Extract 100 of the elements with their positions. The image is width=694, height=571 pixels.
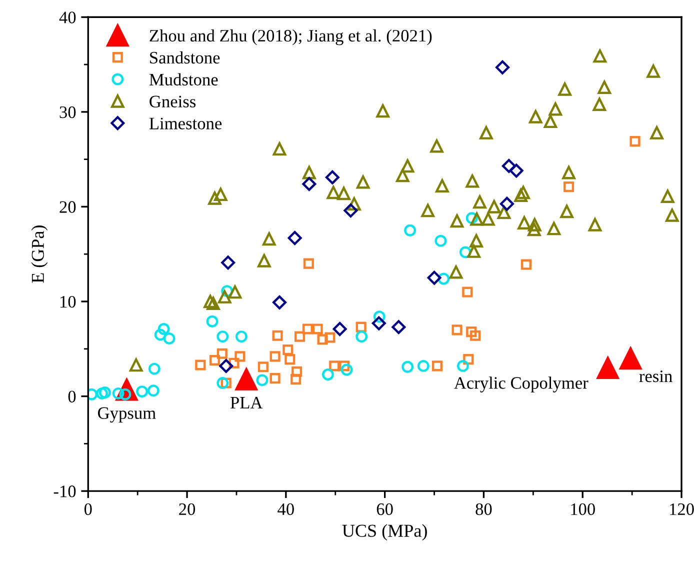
point [466, 174, 480, 188]
point [204, 294, 217, 308]
point [404, 224, 416, 236]
point [650, 126, 664, 140]
point [270, 372, 280, 384]
point [598, 80, 612, 94]
point [221, 256, 236, 270]
point [514, 188, 528, 202]
point [208, 192, 222, 205]
point [436, 179, 449, 193]
point [356, 322, 366, 332]
point [195, 360, 206, 370]
point [339, 360, 350, 372]
point [216, 330, 229, 343]
x-tick-label: 100 [571, 503, 595, 516]
point [340, 364, 353, 376]
point [272, 142, 286, 156]
point [482, 212, 495, 226]
point [646, 64, 660, 78]
point [630, 136, 640, 147]
point [417, 360, 430, 372]
point [292, 366, 302, 377]
x-tick-label: 0 [84, 503, 92, 516]
annotation: Gypsum [98, 407, 156, 423]
legend-label: Sandstone [150, 51, 220, 64]
point [449, 265, 463, 279]
point [337, 186, 350, 200]
annotation: Acrylic Copolymer [454, 376, 588, 392]
point [434, 234, 447, 247]
point [665, 208, 679, 222]
point [228, 358, 240, 368]
point [438, 272, 450, 285]
point [459, 246, 472, 258]
point [560, 204, 574, 218]
point [376, 104, 390, 118]
point [480, 126, 493, 140]
point [290, 374, 302, 384]
point [502, 158, 516, 173]
point [158, 323, 170, 335]
point [462, 286, 473, 298]
point [326, 186, 340, 200]
point [473, 195, 486, 209]
point [288, 230, 302, 245]
point [470, 234, 483, 248]
point [272, 295, 287, 310]
point [527, 222, 541, 236]
point [373, 310, 386, 323]
point [588, 218, 602, 232]
point [270, 351, 280, 362]
point [450, 214, 464, 228]
point [402, 360, 414, 373]
point [206, 296, 220, 310]
point [528, 218, 542, 232]
point [216, 377, 229, 389]
y-axis-title: E (GPa) [31, 226, 48, 283]
point [470, 330, 481, 341]
point [228, 285, 242, 299]
point [216, 348, 228, 359]
point [317, 334, 328, 345]
y-tick-label: 20 [60, 201, 76, 213]
annotation: resin [639, 370, 672, 382]
point [544, 114, 558, 128]
point [96, 387, 108, 400]
x-axis-title: UCS (MPa) [342, 524, 427, 541]
point [256, 374, 268, 386]
point [332, 322, 347, 336]
x-tick-label: 80 [476, 503, 492, 516]
legend-label: Limestone [149, 118, 222, 130]
point [427, 270, 442, 285]
point [282, 344, 294, 356]
point [219, 358, 234, 373]
point [497, 206, 511, 220]
point [329, 360, 340, 372]
point [356, 175, 370, 189]
point [284, 354, 296, 365]
point [302, 324, 313, 334]
point [456, 360, 469, 372]
point [518, 216, 531, 230]
point [592, 98, 606, 111]
point [163, 332, 176, 344]
point [516, 186, 530, 200]
point [214, 188, 228, 202]
point [348, 197, 361, 211]
point [154, 328, 166, 341]
point [324, 332, 336, 343]
point [272, 330, 283, 341]
point [500, 196, 514, 211]
point [262, 232, 276, 246]
point [563, 182, 574, 192]
point [234, 351, 246, 362]
point [487, 200, 501, 214]
y-tick-label: -10 [54, 486, 76, 498]
point [432, 360, 443, 372]
point [548, 102, 562, 116]
point [129, 358, 143, 372]
point [466, 212, 478, 224]
point [463, 354, 474, 365]
point [430, 139, 444, 153]
point [619, 347, 642, 370]
legend-label: Gneiss [150, 96, 196, 108]
